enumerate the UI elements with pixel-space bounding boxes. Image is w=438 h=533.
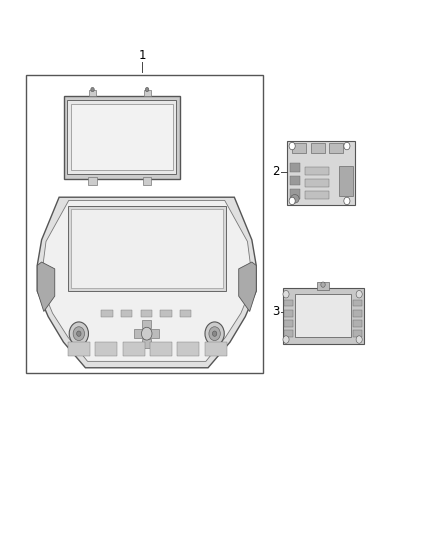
Circle shape bbox=[77, 331, 81, 336]
Bar bbox=[144, 90, 151, 96]
Circle shape bbox=[321, 282, 325, 287]
Bar bbox=[143, 177, 152, 185]
Circle shape bbox=[289, 197, 295, 205]
Polygon shape bbox=[37, 262, 55, 311]
Bar bbox=[141, 310, 152, 317]
Circle shape bbox=[283, 290, 289, 298]
Polygon shape bbox=[239, 262, 256, 311]
Circle shape bbox=[356, 336, 362, 343]
Bar bbox=[284, 320, 293, 327]
Circle shape bbox=[212, 331, 217, 336]
Bar bbox=[295, 294, 351, 337]
Bar bbox=[71, 209, 223, 288]
Bar bbox=[305, 191, 329, 199]
Bar bbox=[284, 300, 293, 306]
Bar bbox=[317, 282, 329, 290]
Bar bbox=[353, 330, 362, 337]
Bar bbox=[339, 166, 353, 196]
Bar bbox=[134, 329, 143, 338]
Bar bbox=[177, 342, 199, 356]
Circle shape bbox=[73, 327, 85, 341]
Bar bbox=[180, 310, 191, 317]
Bar bbox=[71, 104, 173, 170]
Bar bbox=[353, 320, 362, 327]
Bar bbox=[290, 163, 300, 172]
Bar bbox=[142, 320, 151, 328]
Circle shape bbox=[209, 327, 220, 341]
Bar bbox=[284, 330, 293, 337]
Bar bbox=[142, 339, 151, 348]
Bar bbox=[283, 288, 364, 344]
Bar bbox=[67, 100, 176, 174]
Bar bbox=[353, 310, 362, 317]
Circle shape bbox=[289, 142, 295, 150]
Bar bbox=[101, 310, 113, 317]
Bar bbox=[160, 310, 172, 317]
Bar bbox=[292, 143, 306, 153]
Text: 1: 1 bbox=[138, 50, 146, 62]
Bar bbox=[64, 96, 180, 179]
Bar bbox=[284, 310, 293, 317]
Bar bbox=[89, 90, 96, 96]
Circle shape bbox=[145, 87, 149, 92]
Text: 2: 2 bbox=[272, 165, 280, 178]
Circle shape bbox=[69, 322, 88, 345]
Circle shape bbox=[344, 142, 350, 150]
Bar bbox=[123, 342, 145, 356]
Circle shape bbox=[356, 290, 362, 298]
Bar bbox=[205, 342, 227, 356]
Bar bbox=[329, 143, 343, 153]
Text: 3: 3 bbox=[272, 305, 279, 318]
Circle shape bbox=[141, 327, 152, 340]
Bar bbox=[305, 167, 329, 175]
Bar bbox=[88, 177, 97, 185]
Bar bbox=[68, 342, 90, 356]
Polygon shape bbox=[42, 200, 251, 361]
Bar bbox=[26, 75, 263, 373]
Bar bbox=[311, 143, 325, 153]
Ellipse shape bbox=[290, 195, 299, 203]
Circle shape bbox=[205, 322, 224, 345]
Bar bbox=[353, 300, 362, 306]
Circle shape bbox=[344, 197, 350, 205]
Bar bbox=[95, 342, 117, 356]
Bar bbox=[287, 141, 355, 205]
Bar bbox=[121, 310, 132, 317]
Bar bbox=[290, 176, 300, 185]
Bar bbox=[150, 342, 172, 356]
Polygon shape bbox=[37, 197, 256, 368]
Bar bbox=[305, 179, 329, 187]
Circle shape bbox=[91, 87, 94, 92]
Bar bbox=[150, 329, 159, 338]
Bar bbox=[68, 206, 226, 291]
Circle shape bbox=[283, 336, 289, 343]
Bar bbox=[290, 189, 300, 199]
